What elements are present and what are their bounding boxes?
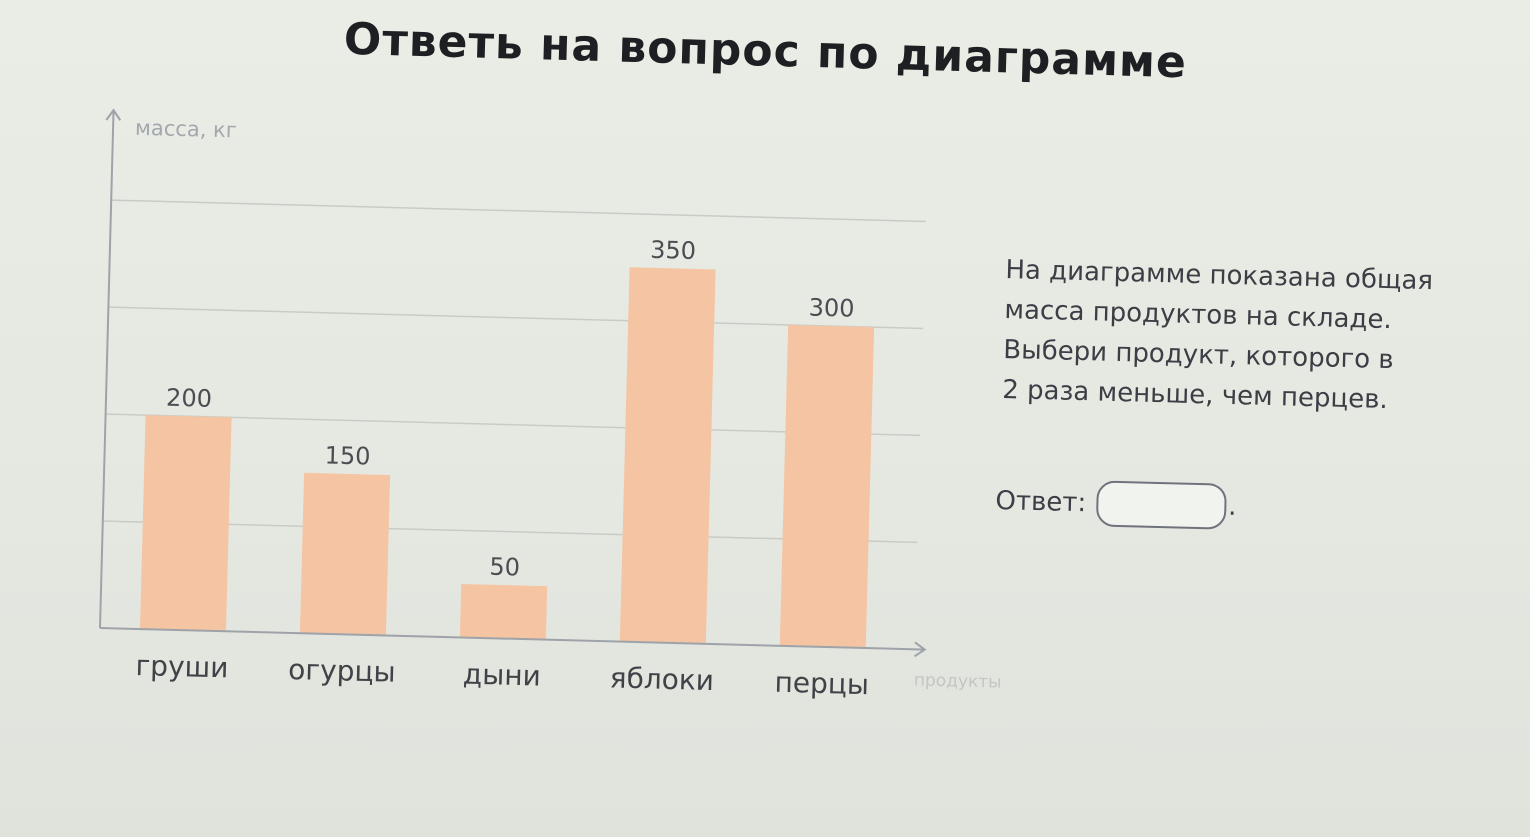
value-label-дыни: 50 <box>489 553 520 582</box>
chart-category-labels: груши огурцы дыни яблоки перцы <box>135 649 869 701</box>
y-axis-label: масса, кг <box>135 116 237 143</box>
value-label-огурцы: 150 <box>324 441 371 470</box>
gridline-400 <box>111 199 926 223</box>
y-axis-line <box>99 110 115 629</box>
value-label-груши: 200 <box>166 384 213 413</box>
value-label-перцы: 300 <box>808 293 855 322</box>
answer-row: Ответ: . <box>995 478 1237 530</box>
category-label-дыни: дыни <box>462 658 541 693</box>
bar-огурцы <box>299 472 391 636</box>
x-axis-label: продукты <box>914 670 1002 692</box>
answer-input[interactable] <box>1095 480 1227 530</box>
gridline-100 <box>102 520 918 544</box>
bar-яблоки <box>619 267 716 644</box>
gridline-300 <box>108 306 924 330</box>
category-label-перцы: перцы <box>774 666 869 701</box>
category-label-огурцы: огурцы <box>288 653 396 689</box>
chart-value-labels: 200 150 50 350 300 <box>166 236 855 582</box>
bar-перцы <box>779 324 875 649</box>
chart-axes <box>99 108 927 658</box>
gridline-200 <box>105 413 921 437</box>
bar-дыни <box>459 583 548 640</box>
answer-period: . <box>1227 491 1237 522</box>
x-axis-line <box>99 627 925 651</box>
question-text: На диаграмме показана общая масса продук… <box>1002 250 1506 423</box>
category-label-груши: груши <box>135 649 229 684</box>
chart-bars <box>139 267 875 649</box>
y-axis-arrow <box>105 108 122 121</box>
chart-gridlines <box>102 199 926 544</box>
category-label-яблоки: яблоки <box>609 661 714 697</box>
answer-label: Ответ: <box>995 485 1087 519</box>
x-axis-arrow <box>913 641 927 658</box>
value-label-яблоки: 350 <box>650 236 697 265</box>
bar-груши <box>139 415 232 632</box>
